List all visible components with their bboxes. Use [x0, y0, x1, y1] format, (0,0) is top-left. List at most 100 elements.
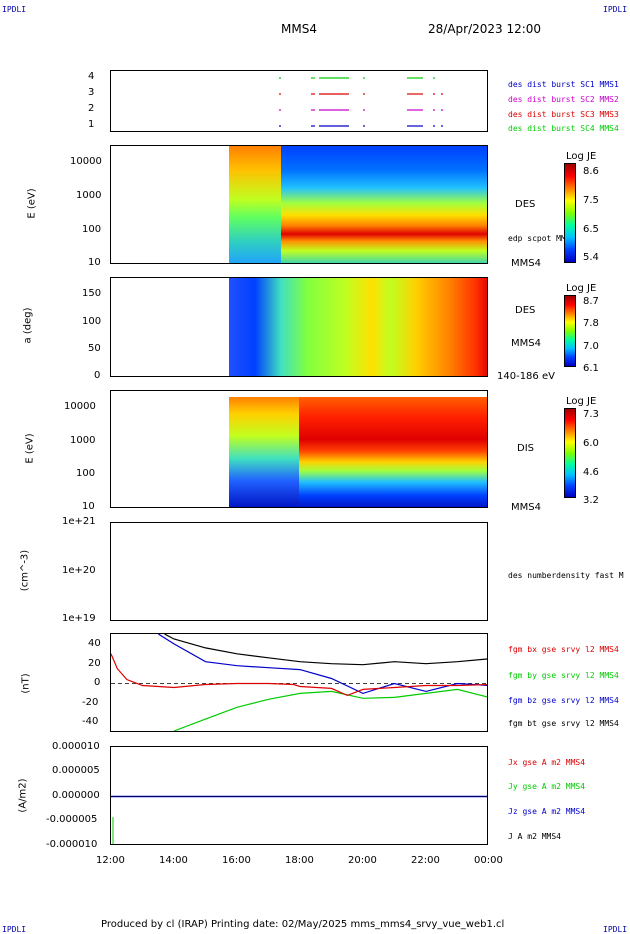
y-axis-label: E (eV): [26, 188, 38, 219]
x-tick-label: 18:00: [285, 855, 314, 866]
y-tick-label: 100: [82, 224, 102, 235]
corner-mark-bottom-right: IPDLI: [603, 925, 628, 934]
y-tick-label: 4: [88, 71, 95, 82]
colorbar-tick: 8.6: [583, 166, 599, 177]
y-tick-label: 0.000010: [52, 741, 100, 752]
legend-entry: Jy gse A m2 MMS4: [508, 782, 586, 791]
colorbar-tick: 7.0: [583, 341, 599, 352]
y-tick-label: 10: [88, 257, 101, 268]
current-plot: [111, 795, 487, 844]
colorbar: [564, 408, 576, 498]
colorbar-title: Log JE: [566, 283, 597, 294]
y-tick-label: 0: [94, 677, 101, 688]
y-tick-label: 150: [82, 288, 102, 299]
des-energy-early-segment: [229, 146, 281, 263]
panel-label: DIS: [517, 443, 534, 454]
y-axis-label: (cm^-3): [19, 549, 31, 592]
y-tick-label: 10: [82, 501, 95, 512]
footer-text: Produced by cl (IRAP) Printing date: 02/…: [101, 919, 505, 930]
colorbar: [564, 295, 576, 367]
legend-entry: Jz gse A m2 MMS4: [508, 807, 586, 816]
y-tick-label: 1e+21: [62, 516, 96, 527]
legend-entry: fgm bz gse srvy l2 MMS4: [508, 696, 619, 705]
burst-marks: [279, 77, 443, 127]
y-tick-label: 1e+20: [62, 565, 96, 576]
panel-label: MMS4: [511, 338, 541, 349]
panel-label: 140-186 eV: [497, 371, 555, 382]
legend-entry: J A m2 MMS4: [508, 832, 561, 841]
legend-entry: des numberdensity fast M: [508, 571, 624, 580]
corner-mark-bottom-left: IPDLI: [2, 925, 27, 934]
y-tick-label: 3: [88, 87, 95, 98]
colorbar-title: Log JE: [566, 396, 597, 407]
des-pitch-panel: [110, 277, 488, 377]
y-tick-label: 1000: [76, 190, 102, 201]
legend-entry: fgm bt gse srvy l2 MMS4: [508, 719, 619, 728]
burst-panel: [110, 70, 488, 132]
corner-mark-top-left: IPDLI: [2, 5, 27, 14]
y-tick-label: -0.000010: [46, 839, 98, 850]
y-tick-label: 10000: [70, 156, 102, 167]
x-tick-label: 20:00: [348, 855, 377, 866]
colorbar-tick: 6.0: [583, 438, 599, 449]
y-axis-label: (nT): [20, 673, 32, 694]
legend-entry: des dist burst SC1 MMS1: [508, 80, 619, 89]
current-panel: [110, 746, 488, 845]
panel-label: MMS4: [511, 258, 541, 269]
legend-entry: Jx gse A m2 MMS4: [508, 758, 586, 767]
corner-mark-top-right: IPDLI: [603, 5, 628, 14]
legend-entry: des dist burst SC2 MMS2: [508, 95, 619, 104]
y-tick-label: 1: [88, 119, 95, 130]
colorbar-tick: 6.1: [583, 363, 599, 374]
colorbar-tick: 7.5: [583, 195, 599, 206]
fgm-series-line: [157, 634, 487, 695]
y-axis-label: a (deg): [22, 307, 34, 344]
x-tick-label: 16:00: [222, 855, 251, 866]
panel-label: DES: [515, 305, 536, 316]
y-tick-label: 100: [76, 468, 96, 479]
fgm-series-line: [111, 653, 487, 697]
y-tick-label: 0: [94, 370, 101, 381]
fgm-series-line: [173, 688, 487, 731]
colorbar-tick: 3.2: [583, 495, 599, 506]
legend-entry: des dist burst SC4 MMS4: [508, 124, 619, 133]
y-tick-label: -20: [82, 697, 99, 708]
legend-entry: fgm by gse srvy l2 MMS4: [508, 671, 619, 680]
colorbar-tick: 4.6: [583, 467, 599, 478]
panel-label: DES: [515, 199, 536, 210]
dis-energy-early-segment: [229, 397, 299, 507]
colorbar-tick: 8.7: [583, 296, 599, 307]
fgm-plot: [111, 634, 487, 731]
fgm-series-line: [164, 634, 487, 666]
colorbar-tick: 5.4: [583, 252, 599, 263]
colorbar-tick: 6.5: [583, 224, 599, 235]
y-tick-label: 100: [82, 316, 102, 327]
y-tick-label: 0.000000: [52, 790, 100, 801]
y-tick-label: 1e+19: [62, 613, 96, 624]
colorbar-tick: 7.8: [583, 318, 599, 329]
y-tick-label: 20: [88, 658, 101, 669]
legend-entry: edp scpot MMS4: [508, 234, 576, 243]
y-tick-label: 2: [88, 103, 95, 114]
panel-label: MMS4: [511, 502, 541, 513]
y-axis-label: (A/m2): [17, 778, 29, 813]
date-title: 28/Apr/2023 12:00: [428, 22, 542, 36]
x-tick-label: 00:00: [474, 855, 503, 866]
y-tick-label: 50: [88, 343, 101, 354]
legend-entry: fgm bx gse srvy l2 MMS4: [508, 645, 619, 654]
legend-entry: des dist burst SC3 MMS3: [508, 110, 619, 119]
colorbar-tick: 7.3: [583, 409, 599, 420]
y-tick-label: 0.000005: [52, 765, 100, 776]
y-tick-label: -0.000005: [46, 814, 98, 825]
x-tick-label: 12:00: [96, 855, 125, 866]
y-tick-label: 40: [88, 638, 101, 649]
y-tick-label: -40: [82, 716, 99, 727]
y-tick-label: 10000: [64, 401, 96, 412]
y-axis-label: E (eV): [24, 433, 36, 464]
spacecraft-title: MMS4: [281, 22, 317, 36]
dis-energy-panel: [110, 390, 488, 508]
fgm-panel: [110, 633, 488, 732]
des-pitch-spectrogram: [229, 278, 487, 376]
colorbar: [564, 163, 576, 263]
x-tick-label: 22:00: [411, 855, 440, 866]
